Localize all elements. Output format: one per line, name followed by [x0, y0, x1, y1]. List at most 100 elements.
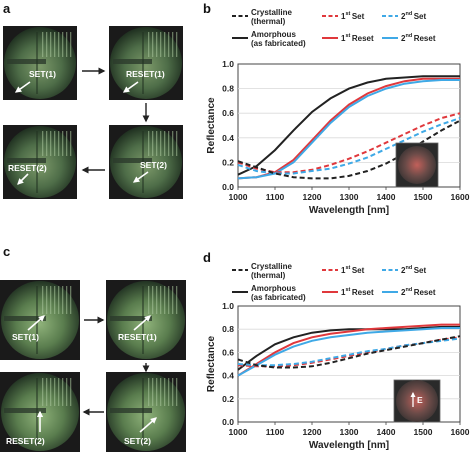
micrograph-c-reset2: RESET(2)	[0, 372, 80, 452]
inset-field	[398, 146, 436, 184]
stripe	[156, 32, 158, 57]
legend-d: Crystalline(thermal) Amorphous(as fabrica…	[232, 262, 436, 302]
stripe	[156, 131, 158, 156]
legend-entry-amorphous: Amorphous(as fabricated)	[232, 284, 306, 302]
stripe	[54, 378, 56, 406]
legend-ordinal-suffix: st	[345, 287, 350, 293]
stripe	[58, 32, 60, 57]
legend-ordinal-suffix: st	[345, 265, 350, 271]
stripe	[62, 32, 64, 57]
panel-letter-a: a	[3, 1, 11, 16]
y-tick-label: 0.6	[222, 347, 234, 357]
micrograph-a-reset2: RESET(2)	[3, 125, 77, 199]
series-line-crystalline	[237, 335, 461, 369]
legend-series-name: Reset	[414, 288, 436, 297]
pointer-arrow	[122, 81, 139, 93]
stripe	[46, 286, 48, 314]
micrograph-c-reset2-label: RESET(2)	[6, 436, 45, 446]
legend-ordinal-suffix: nd	[405, 33, 412, 39]
legend-ordinal-suffix: nd	[405, 11, 412, 17]
inset-photo	[395, 142, 439, 188]
legend-series-name: Set	[414, 266, 427, 275]
legend-ordinal-suffix: nd	[405, 287, 412, 293]
micrograph-group-c: SET(1) RESET(1) SET(2) RESET(2)	[0, 280, 186, 452]
waveguide-bar	[113, 59, 152, 64]
stripe	[176, 378, 178, 406]
stripe	[58, 378, 60, 406]
legend-entry-set1: 1st Set	[322, 265, 365, 275]
pointer-arrow	[139, 417, 157, 433]
stripe	[160, 378, 162, 406]
series-line-reset1	[237, 77, 460, 180]
stripe	[66, 131, 68, 156]
stripe	[70, 378, 72, 406]
waveguide-bar	[7, 158, 46, 163]
y-tick-label: 0.4	[222, 371, 234, 381]
y-tick-label: 0.8	[222, 324, 234, 334]
reflectance-plot-d: 0.0 0.2 0.4 0.6 0.8 1.0 1000 1100 1200 1300 1400 15…	[206, 301, 470, 451]
stripe	[54, 32, 56, 57]
x-tick-label: 1200	[303, 192, 322, 202]
stripe	[46, 378, 48, 406]
legend-entry-set1: 1st Set	[322, 11, 365, 21]
micrograph-a-set2: SET(2)	[109, 125, 183, 199]
legend-series-name: Reset	[352, 34, 374, 43]
inset-label: E	[417, 395, 423, 405]
x-tick-label: 1500	[414, 427, 433, 437]
stripe	[152, 378, 154, 406]
panel-letter-b: b	[203, 1, 211, 16]
stripe	[50, 131, 52, 156]
legend-label: 1st Reset	[341, 287, 374, 297]
reflectance-plot-b: 0.0 0.2 0.4 0.6 0.8 1.0 1000 1100 1200 1300 1400 15…	[206, 59, 470, 216]
legend-label: Crystalline	[251, 8, 292, 17]
series-line-reset2	[237, 79, 460, 180]
y-tick-label: 0.2	[222, 157, 234, 167]
series-line-amorphous	[237, 325, 460, 371]
stripe	[58, 286, 60, 314]
x-tick-label: 1100	[266, 192, 285, 202]
legend-sublabel: (as fabricated)	[251, 39, 306, 48]
stripe	[66, 32, 68, 57]
stripe	[148, 32, 150, 57]
stripe	[176, 286, 178, 314]
stripe	[152, 286, 154, 314]
legend-ordinal-suffix: nd	[405, 265, 412, 271]
y-tick-label: 0.8	[222, 84, 234, 94]
stripe	[172, 378, 174, 406]
inset-photo: E	[393, 379, 441, 423]
legend-ordinal: 2	[401, 34, 406, 43]
series-line-reset1	[237, 323, 460, 377]
stripe	[168, 131, 170, 156]
pointer-arrow	[133, 315, 151, 331]
micrograph-group-a: SET(1) RESET(1) SET(2) RESET(2)	[3, 26, 183, 199]
pointer-arrow	[27, 315, 45, 331]
x-tick-label: 1200	[303, 427, 322, 437]
micrograph-c-set1-label: SET(1)	[12, 332, 39, 342]
y-axis-label: Reflectance	[206, 335, 217, 392]
legend-entry-crystalline: Crystalline(thermal)	[232, 8, 292, 26]
stripe	[164, 378, 166, 406]
stripe	[148, 131, 150, 156]
legend-ordinal: 2	[401, 288, 406, 297]
legend-series-name: Set	[414, 12, 427, 21]
stripe	[50, 32, 52, 57]
x-axis-label: Wavelength [nm]	[309, 440, 389, 451]
stripe	[42, 131, 44, 156]
stripe	[168, 286, 170, 314]
x-tick-label: 1100	[266, 427, 285, 437]
micrograph-a-reset2-label: RESET(2)	[8, 163, 47, 173]
legend-sublabel: (thermal)	[251, 271, 286, 280]
x-tick-label: 1300	[340, 427, 359, 437]
stripe	[42, 32, 44, 57]
series-line-reset2	[237, 327, 460, 377]
y-tick-label: 0.4	[222, 133, 234, 143]
legend-entry-reset1: 1st Reset	[322, 33, 374, 43]
legend-ordinal: 1	[341, 12, 346, 21]
stripe	[160, 32, 162, 57]
pointer-arrow	[14, 81, 31, 93]
stripe	[148, 378, 150, 406]
stripe	[172, 32, 174, 57]
legend-series-name: Set	[352, 12, 365, 21]
waveguide-bar	[110, 408, 152, 413]
